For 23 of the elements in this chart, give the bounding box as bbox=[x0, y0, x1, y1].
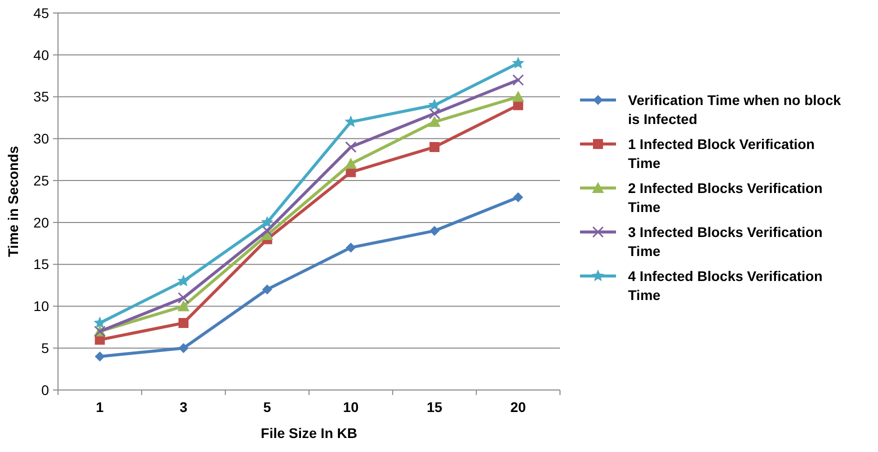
y-tick-label: 15 bbox=[33, 256, 50, 272]
legend-label: 1 Infected Block Verification Time bbox=[628, 136, 815, 171]
x-tick-label: 20 bbox=[510, 399, 526, 415]
y-axis-title: Time in Seconds bbox=[5, 146, 21, 257]
x-axis-title: File Size In KB bbox=[260, 425, 358, 441]
y-tick-label: 45 bbox=[33, 4, 50, 21]
y-tick-label: 40 bbox=[33, 46, 50, 63]
x-tick-label: 15 bbox=[426, 399, 442, 415]
legend-label: Verification Time when no block is Infected bbox=[628, 92, 842, 127]
y-tick-label: 5 bbox=[41, 340, 50, 356]
x-tick-label: 10 bbox=[343, 399, 359, 415]
y-tick-label: 30 bbox=[33, 130, 50, 147]
y-tick-label: 35 bbox=[33, 88, 50, 105]
legend-label: 3 Infected Blocks Verification Time bbox=[628, 224, 823, 259]
y-tick-label: 20 bbox=[33, 214, 50, 230]
y-tick-label: 25 bbox=[33, 172, 50, 188]
y-tick-label: 10 bbox=[33, 298, 50, 314]
x-tick-label: 1 bbox=[96, 399, 104, 415]
x-tick-label: 3 bbox=[180, 399, 188, 415]
legend-label: 2 Infected Blocks Verification Time bbox=[628, 180, 823, 215]
x-tick-label: 5 bbox=[263, 399, 272, 415]
legend-label: 4 Infected Blocks Verification Time bbox=[628, 268, 823, 303]
y-tick-label: 0 bbox=[41, 382, 50, 398]
